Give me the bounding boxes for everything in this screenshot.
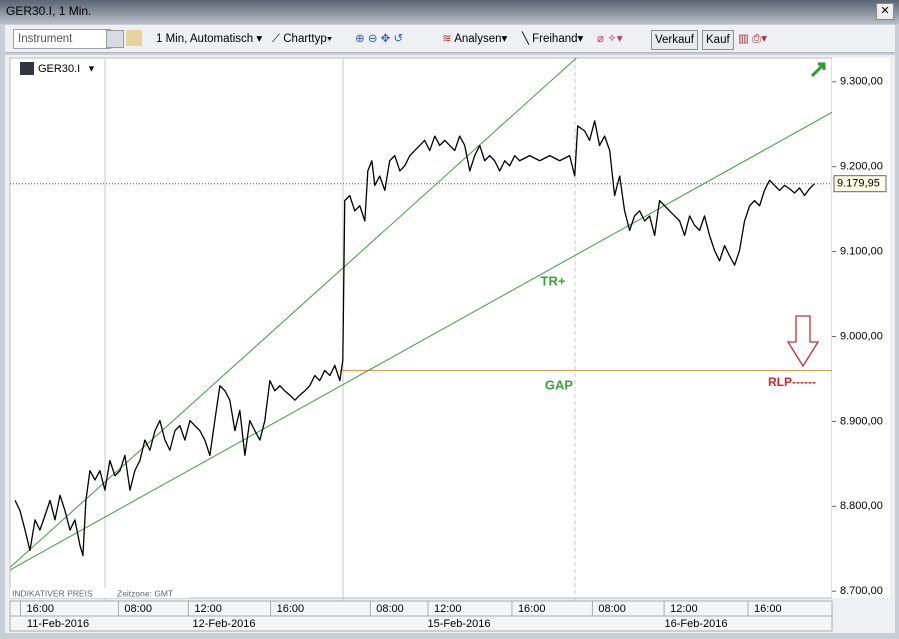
x-tick-label: 16:00 [754, 603, 782, 615]
x-tick-label: 16:00 [277, 603, 305, 615]
compare-button[interactable] [126, 30, 142, 46]
y-tick-label: 9.300,00 [840, 76, 883, 88]
date-label: 12-Feb-2016 [193, 618, 256, 630]
y-tick-label: 8.900,00 [840, 415, 883, 427]
y-tick-label: 8.800,00 [840, 500, 883, 512]
last-price-box [833, 175, 887, 193]
interval-label: 1 Min, Automatisch [156, 33, 254, 45]
x-tick-label: 12:00 [670, 603, 698, 615]
y-tick-label: 8.700,00 [840, 585, 883, 597]
annotation: GAP [545, 377, 574, 392]
x-tick-label: 12:00 [194, 603, 222, 615]
close-button[interactable]: ✕ [876, 3, 894, 20]
instrument-label: GER30.I [38, 63, 80, 75]
trend-line [10, 111, 832, 571]
date-label: 16-Feb-2016 [665, 618, 728, 630]
x-tick-label: 08:00 [376, 603, 404, 615]
price-note: INDIKATIVER PREIS [12, 588, 93, 598]
toolbar [5, 25, 895, 53]
date-label: 11-Feb-2016 [27, 618, 89, 630]
extra-tools[interactable]: ▥ ⎙▾ [738, 33, 768, 45]
last-price-label: 9.179,95 [837, 178, 880, 190]
x-tick-label: 08:00 [598, 603, 626, 615]
buy-button[interactable]: Kauf [702, 30, 734, 50]
title-bar [0, 0, 899, 24]
x-tick-label: 16:00 [518, 603, 546, 615]
trend-icon [810, 62, 826, 78]
annotation: TR+ [541, 273, 566, 288]
zoom-tools[interactable]: ⊕ ⊖ ✥ ↺ [355, 33, 404, 45]
x-tick-label: 12:00 [434, 603, 462, 615]
y-tick-label: 9.200,00 [840, 161, 883, 173]
annotation: RLP------ [768, 375, 816, 389]
y-axis-area [832, 58, 890, 598]
window-title: GER30.I, 1 Min. [6, 4, 92, 18]
date-label: 15-Feb-2016 [428, 618, 491, 630]
charttype-label: Charttyp [283, 33, 327, 45]
down-arrow [786, 315, 820, 368]
plot-area [9, 57, 833, 599]
x-tick-label: 08:00 [124, 603, 152, 615]
charttype-dropdown[interactable]: ⟋ Charttyp▾ [272, 33, 333, 45]
plot [10, 58, 832, 571]
freihand-dropdown[interactable]: ╲ Freihand▾ [522, 33, 584, 45]
sell-button[interactable]: Verkauf [651, 30, 698, 50]
analysen-label: Analysen [454, 33, 502, 45]
interval-dropdown[interactable]: 1 Min, Automatisch ▾ [156, 33, 263, 45]
search-button[interactable] [106, 30, 124, 48]
price-line [14, 120, 815, 557]
instrument-dropdown[interactable]: ▼ [87, 63, 96, 73]
x-tick-label: 16:00 [26, 603, 54, 615]
y-tick-label: 9.100,00 [840, 245, 883, 257]
footer-bg [10, 588, 190, 598]
timezone: Zeitzone: GMT [117, 588, 173, 598]
draw-tools[interactable]: ⌀ ✧▾ [597, 33, 623, 45]
freihand-label: Freihand [532, 33, 578, 45]
instrument-icon [20, 62, 34, 75]
analysen-dropdown[interactable]: ≋ Analysen▾ [442, 33, 508, 45]
y-tick-label: 9.000,00 [840, 330, 883, 342]
date-axis-row [9, 615, 833, 632]
